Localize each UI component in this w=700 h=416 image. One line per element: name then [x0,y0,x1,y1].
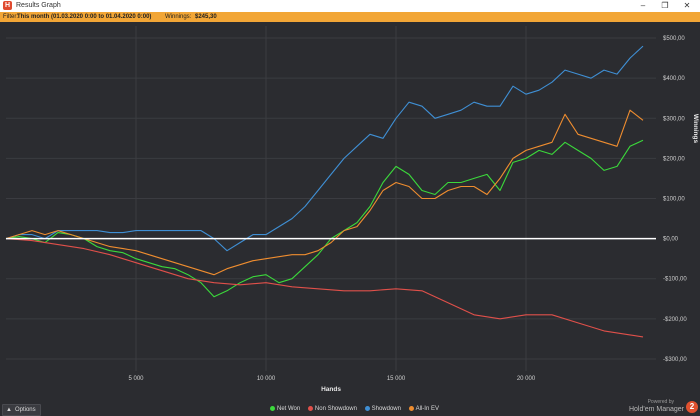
results-graph: 5 000 10 000 15 000 20 000 -$300,00 -$200,00 -… [0,22,700,403]
brand-name: Hold'em Manager [628,406,684,413]
restore-icon[interactable]: ❐ [661,1,669,10]
legend-dot-icon [270,405,275,411]
y-tick-label: -$200,00 [663,317,687,323]
legend-item-showdown[interactable]: Showdown [364,404,401,414]
legend-dot-icon [408,405,414,411]
winnings-value: $245,30 [195,14,217,20]
minimize-icon[interactable]: – [640,1,646,10]
x-tick-label: 15 000 [387,376,406,382]
legend-label: Non Showdown [314,406,357,412]
x-axis-label: Hands [321,386,341,393]
caret-up-icon: ▲ [6,407,12,413]
legend-dot-icon [307,405,313,411]
options-button[interactable]: ▲ Options [2,404,41,416]
legend-label: All-In EV [415,406,439,412]
filter-bar: Filter: This month (01.03.2020 0:00 to 0… [0,12,700,22]
x-tick-label: 20 000 [517,376,536,382]
y-tick-label: $0,00 [663,237,679,243]
chart-background [0,22,700,403]
legend-dot-icon [364,405,370,411]
series-line-all-in-ev [5,109,644,276]
y-tick-label: -$300,00 [663,357,687,363]
y-tick-label: $400,00 [663,76,685,82]
legend-label: Net Won [277,406,301,412]
y-tick-label: -$100,00 [663,277,687,283]
series-line-showdown [5,45,644,252]
y-tick-label: $300,00 [663,116,685,122]
window-title: Results Graph [16,2,61,9]
series-line-non-showdown [5,238,644,338]
winnings-label: Winnings: [165,14,192,20]
filter-value[interactable]: This month (01.03.2020 0:00 to 01.04.202… [17,14,152,20]
x-tick-label: 10 000 [257,376,276,382]
x-tick-label: 5 000 [128,376,144,382]
brand-logo-icon: 2 [686,401,698,413]
close-icon[interactable]: ✕ [683,1,691,10]
legend-label: Showdown [371,406,401,412]
y-tick-label: $100,00 [663,197,685,203]
y-axis-label: Winnings [692,114,699,144]
y-tick-label: $500,00 [663,36,685,42]
legend-item-all-in-ev[interactable]: All-In EV [408,404,439,414]
filter-label: Filter: [3,14,18,20]
legend-item-net-won[interactable]: Net Won [270,404,300,414]
options-label: Options [14,407,36,413]
y-tick-label: $200,00 [663,156,685,162]
legend-item-non-showdown[interactable]: Non Showdown [307,404,357,414]
brand-powered: Powered by [647,399,674,405]
chart-legend: Net Won Non Showdown Showdown All-In EV [270,404,445,414]
app-logo-icon: H [3,1,12,10]
